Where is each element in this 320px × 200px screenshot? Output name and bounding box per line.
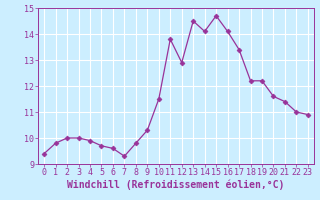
X-axis label: Windchill (Refroidissement éolien,°C): Windchill (Refroidissement éolien,°C) <box>67 180 285 190</box>
